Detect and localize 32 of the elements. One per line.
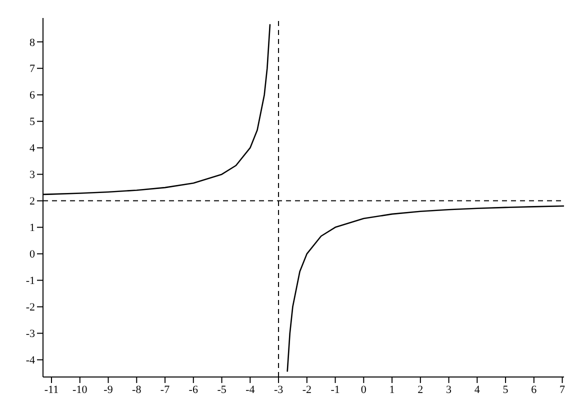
x-tick-label: -3: [274, 384, 284, 396]
y-tick-label: 3: [30, 169, 36, 182]
x-tick-label: -5: [217, 384, 227, 396]
y-tick-label: -4: [26, 354, 36, 367]
y-tick-label: -1: [26, 275, 35, 288]
x-tick-label: 1: [389, 384, 395, 396]
x-tick-label: -10: [72, 384, 88, 396]
x-tick-label: -4: [246, 384, 256, 396]
x-tick-label: 3: [446, 384, 452, 396]
x-tick-label: 0: [360, 384, 367, 396]
x-tick-label: -6: [188, 384, 198, 396]
y-tick-label: 2: [30, 196, 35, 208]
x-tick-label: 7: [560, 384, 566, 396]
y-tick-label: -2: [26, 302, 35, 314]
x-tick-label: -11: [44, 384, 59, 396]
y-tick-label: 7: [30, 63, 36, 76]
x-tick-label: 5: [502, 384, 509, 396]
x-tick-label: 2: [418, 384, 424, 396]
y-tick-label: 5: [30, 116, 36, 128]
x-tick-label: -1: [330, 384, 340, 396]
x-tick-label: -8: [132, 384, 142, 396]
x-tick-label: -7: [160, 384, 170, 396]
y-tick-label: 8: [30, 36, 36, 49]
x-tick-label: -2: [302, 384, 312, 396]
x-tick-label: 6: [531, 384, 538, 396]
x-tick-label: -9: [104, 384, 114, 396]
y-tick-label: 4: [30, 142, 36, 155]
y-tick-label: 1: [30, 222, 35, 234]
y-tick-label: -3: [26, 328, 36, 340]
x-tick-label: 4: [474, 384, 480, 396]
y-tick-label: 0: [30, 248, 36, 261]
y-tick-label: 6: [30, 90, 36, 102]
